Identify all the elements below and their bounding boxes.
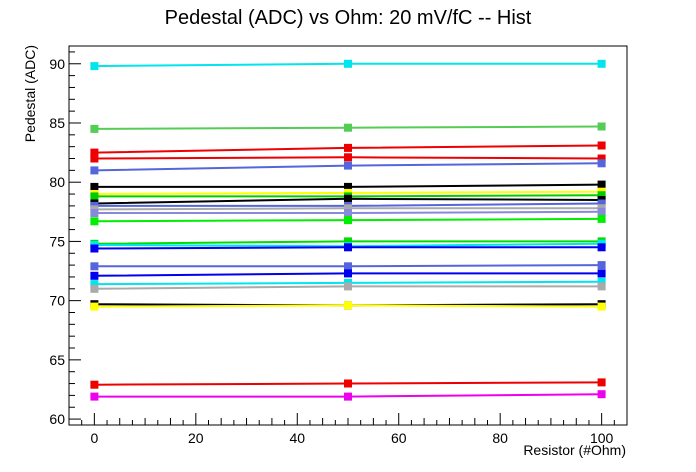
series-18 — [90, 269, 606, 280]
data-point — [90, 302, 99, 311]
data-point — [597, 199, 606, 208]
y-tick-label: 65 — [49, 352, 65, 368]
data-point — [90, 148, 99, 157]
series-16 — [90, 243, 606, 253]
plot-frame — [68, 45, 628, 426]
series-17 — [90, 261, 606, 271]
series-20 — [90, 282, 606, 293]
data-point — [597, 154, 606, 163]
data-point — [90, 182, 99, 191]
y-tick-label: 80 — [49, 174, 65, 190]
y-axis-label: Pedestal (ADC) — [22, 45, 38, 142]
data-point — [90, 392, 99, 401]
data-point — [597, 243, 606, 252]
data-point — [597, 159, 606, 168]
data-point — [344, 243, 352, 252]
data-point — [597, 214, 606, 223]
data-point — [90, 262, 99, 271]
data-point — [344, 392, 352, 401]
data-point — [597, 390, 606, 399]
data-point — [597, 59, 606, 68]
data-point — [344, 123, 352, 132]
x-tick-label: 80 — [492, 430, 508, 446]
data-point — [344, 262, 352, 271]
data-point — [344, 204, 352, 213]
axes-layer: 0 20 40 60 80 100 60 65 70 75 80 85 90 — [49, 45, 628, 446]
data-point — [344, 143, 352, 152]
data-point — [90, 209, 99, 217]
data-point — [90, 166, 99, 175]
data-point — [90, 284, 99, 293]
data-point — [90, 271, 99, 280]
x-tick-label: 100 — [590, 430, 614, 446]
series-12 — [90, 207, 606, 217]
series-23 — [90, 378, 606, 389]
data-point — [597, 269, 606, 278]
x-axis-label: Resistor (#Ohm) — [523, 442, 626, 458]
y-tick-label: 90 — [49, 56, 65, 72]
data-point — [597, 261, 606, 270]
series-6 — [90, 180, 606, 191]
data-point — [597, 378, 606, 387]
data-point — [90, 124, 99, 133]
data-point — [597, 207, 606, 216]
data-point — [344, 301, 352, 310]
data-point — [597, 302, 606, 311]
data-point — [597, 122, 606, 131]
series-layer — [90, 59, 606, 401]
x-tick-label: 20 — [188, 430, 204, 446]
series-3 — [90, 141, 606, 157]
series-4 — [90, 153, 606, 163]
data-point — [344, 282, 352, 291]
y-tick-label: 85 — [49, 115, 65, 131]
data-point — [344, 216, 352, 225]
data-point — [344, 59, 352, 68]
series-13 — [90, 214, 606, 226]
x-tick-label: 60 — [391, 430, 407, 446]
data-point — [90, 244, 99, 253]
y-tick-label: 60 — [49, 411, 65, 427]
data-point — [90, 192, 99, 201]
data-point — [344, 161, 352, 170]
data-point — [90, 62, 99, 71]
data-point — [90, 154, 99, 163]
x-tick-label: 0 — [90, 430, 98, 446]
data-point — [90, 380, 99, 389]
data-point — [90, 280, 99, 289]
data-point — [90, 217, 99, 226]
series-5 — [90, 159, 606, 175]
data-point — [344, 194, 352, 203]
data-point — [597, 282, 606, 291]
data-point — [344, 237, 352, 246]
data-point — [597, 277, 606, 286]
data-point — [344, 209, 352, 217]
data-point — [597, 191, 606, 200]
series-22 — [90, 301, 606, 311]
chart-title: Pedestal (ADC) vs Ohm: 20 mV/fC -- Hist — [165, 7, 532, 29]
data-point — [344, 269, 352, 278]
data-point — [597, 180, 606, 189]
data-point — [597, 141, 606, 150]
data-point — [344, 182, 352, 191]
data-point — [344, 153, 352, 162]
series-1 — [90, 59, 606, 71]
y-tick-label: 75 — [49, 233, 65, 249]
series-2 — [90, 122, 606, 133]
x-tick-label: 40 — [289, 430, 305, 446]
series-24 — [90, 390, 606, 401]
y-tick-label: 70 — [49, 293, 65, 309]
data-point — [344, 379, 352, 388]
